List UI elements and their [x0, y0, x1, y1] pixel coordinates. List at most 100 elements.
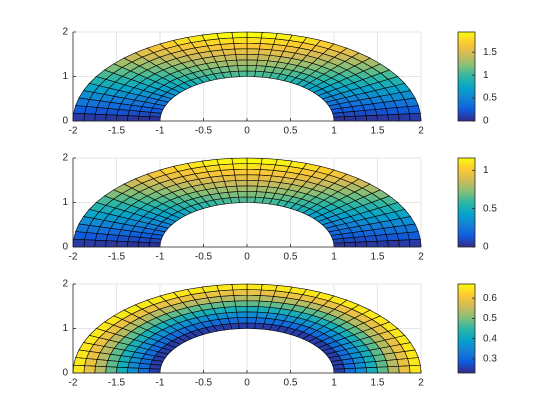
colorbar-tick-label: 0.5 [483, 313, 497, 324]
mesh-cell [105, 360, 119, 368]
mesh-cell [94, 113, 107, 122]
mesh-cell [255, 191, 267, 199]
mesh-cell [246, 191, 257, 198]
mesh-cell [83, 239, 96, 248]
mesh-cell [238, 322, 248, 329]
mesh-cell [246, 163, 262, 170]
mesh-cell [216, 158, 234, 166]
mesh-cell [138, 111, 151, 117]
mesh-cell [105, 366, 118, 374]
mesh-cell [137, 115, 150, 122]
mesh-cell [116, 366, 129, 374]
x-tick-label: -1.5 [108, 252, 126, 263]
mesh-cell [94, 359, 109, 368]
mesh-cell [94, 107, 109, 116]
mesh-cell [237, 191, 248, 198]
y-tick-label: 1 [62, 323, 68, 334]
mesh-cell [246, 53, 259, 61]
mesh-cell [127, 241, 139, 248]
y-tick-label: 1 [62, 71, 68, 82]
mesh-cell [94, 365, 107, 374]
mesh-cell [137, 367, 150, 374]
mesh-cell [396, 232, 410, 241]
mesh-cell [127, 115, 139, 122]
x-tick-label: 0.5 [284, 252, 298, 263]
mesh-cell [344, 115, 357, 122]
mesh-cell [409, 112, 422, 122]
mesh-cell [344, 367, 357, 374]
mesh-cell [376, 366, 389, 374]
mesh-cell [94, 233, 109, 242]
x-tick-label: -2 [69, 378, 78, 389]
mesh-cell [365, 366, 378, 374]
mesh-cell [238, 70, 248, 77]
mesh-cell [387, 239, 400, 248]
mesh-cell [246, 59, 258, 66]
mesh-cell [246, 322, 256, 329]
mesh-cell [387, 365, 400, 374]
x-tick-label: -1.5 [108, 378, 126, 389]
mesh-cell [398, 113, 411, 122]
x-tick-label: 2 [418, 252, 424, 263]
x-tick-label: 1 [331, 252, 337, 263]
y-tick-label: 0 [62, 242, 68, 253]
colorbar-tick-label: 0.5 [483, 93, 497, 104]
mesh-cell [127, 236, 141, 243]
mesh-cell [407, 357, 421, 367]
mesh-cell [246, 311, 258, 318]
mesh-cell [246, 174, 260, 181]
mesh-cell [387, 113, 400, 122]
mesh-cell [116, 109, 130, 116]
mesh-cell [116, 240, 129, 248]
mesh-cell [260, 32, 278, 40]
mesh-cell [233, 42, 248, 50]
mesh-cell [254, 196, 265, 204]
mesh-cell [105, 234, 119, 242]
x-tick-label: 1.5 [371, 252, 385, 263]
mesh-cell [148, 116, 161, 122]
y-tick-label: 2 [62, 27, 68, 38]
mesh-cell [232, 289, 248, 296]
mesh-cell [376, 114, 389, 122]
mesh-cell [274, 285, 293, 293]
colorbar-tick-label: 1 [483, 70, 489, 81]
mesh-cell [246, 317, 257, 324]
mesh-cell [409, 238, 422, 248]
colorbar-tick-label: 0.4 [483, 333, 497, 344]
mesh-cell [246, 283, 263, 291]
mesh-cell [355, 367, 367, 374]
mesh-cell [235, 305, 248, 313]
mesh-cell [409, 364, 422, 374]
mesh-cell [246, 185, 258, 192]
mesh-cell [216, 32, 234, 40]
mesh-cell [365, 114, 378, 122]
x-tick-label: 0 [244, 126, 250, 137]
mesh-cell [344, 241, 357, 248]
mesh-cell [407, 105, 421, 115]
axes: -2 -1.5 -1 -0.5 0 0.5 1 1.5 2 0 1 2 0 0.5 1 1.5 [62, 27, 497, 137]
x-tick-label: -1 [156, 252, 165, 263]
mesh-cell [84, 232, 98, 241]
mesh-cell [396, 358, 410, 367]
mesh-cell [234, 300, 248, 307]
mesh-cell [234, 174, 248, 181]
mesh-cell [236, 311, 248, 318]
mesh-cell [73, 231, 87, 241]
mesh-cell [105, 114, 118, 122]
mesh-cell [138, 363, 151, 369]
mesh-cell [256, 311, 269, 319]
mesh-cell [235, 179, 248, 187]
mesh-cell [246, 48, 260, 55]
mesh-cell [246, 289, 262, 296]
mesh-cell [233, 294, 248, 302]
x-tick-label: -1.5 [108, 126, 126, 137]
mesh-cell [235, 53, 248, 61]
mesh-cell [237, 65, 248, 72]
mesh-cell [246, 42, 261, 50]
mesh-cell [231, 31, 248, 39]
mesh-cell [246, 305, 259, 313]
mesh-cell [148, 242, 161, 248]
mesh-cell [216, 284, 234, 292]
colorbar-tick-label: 0 [483, 116, 489, 127]
